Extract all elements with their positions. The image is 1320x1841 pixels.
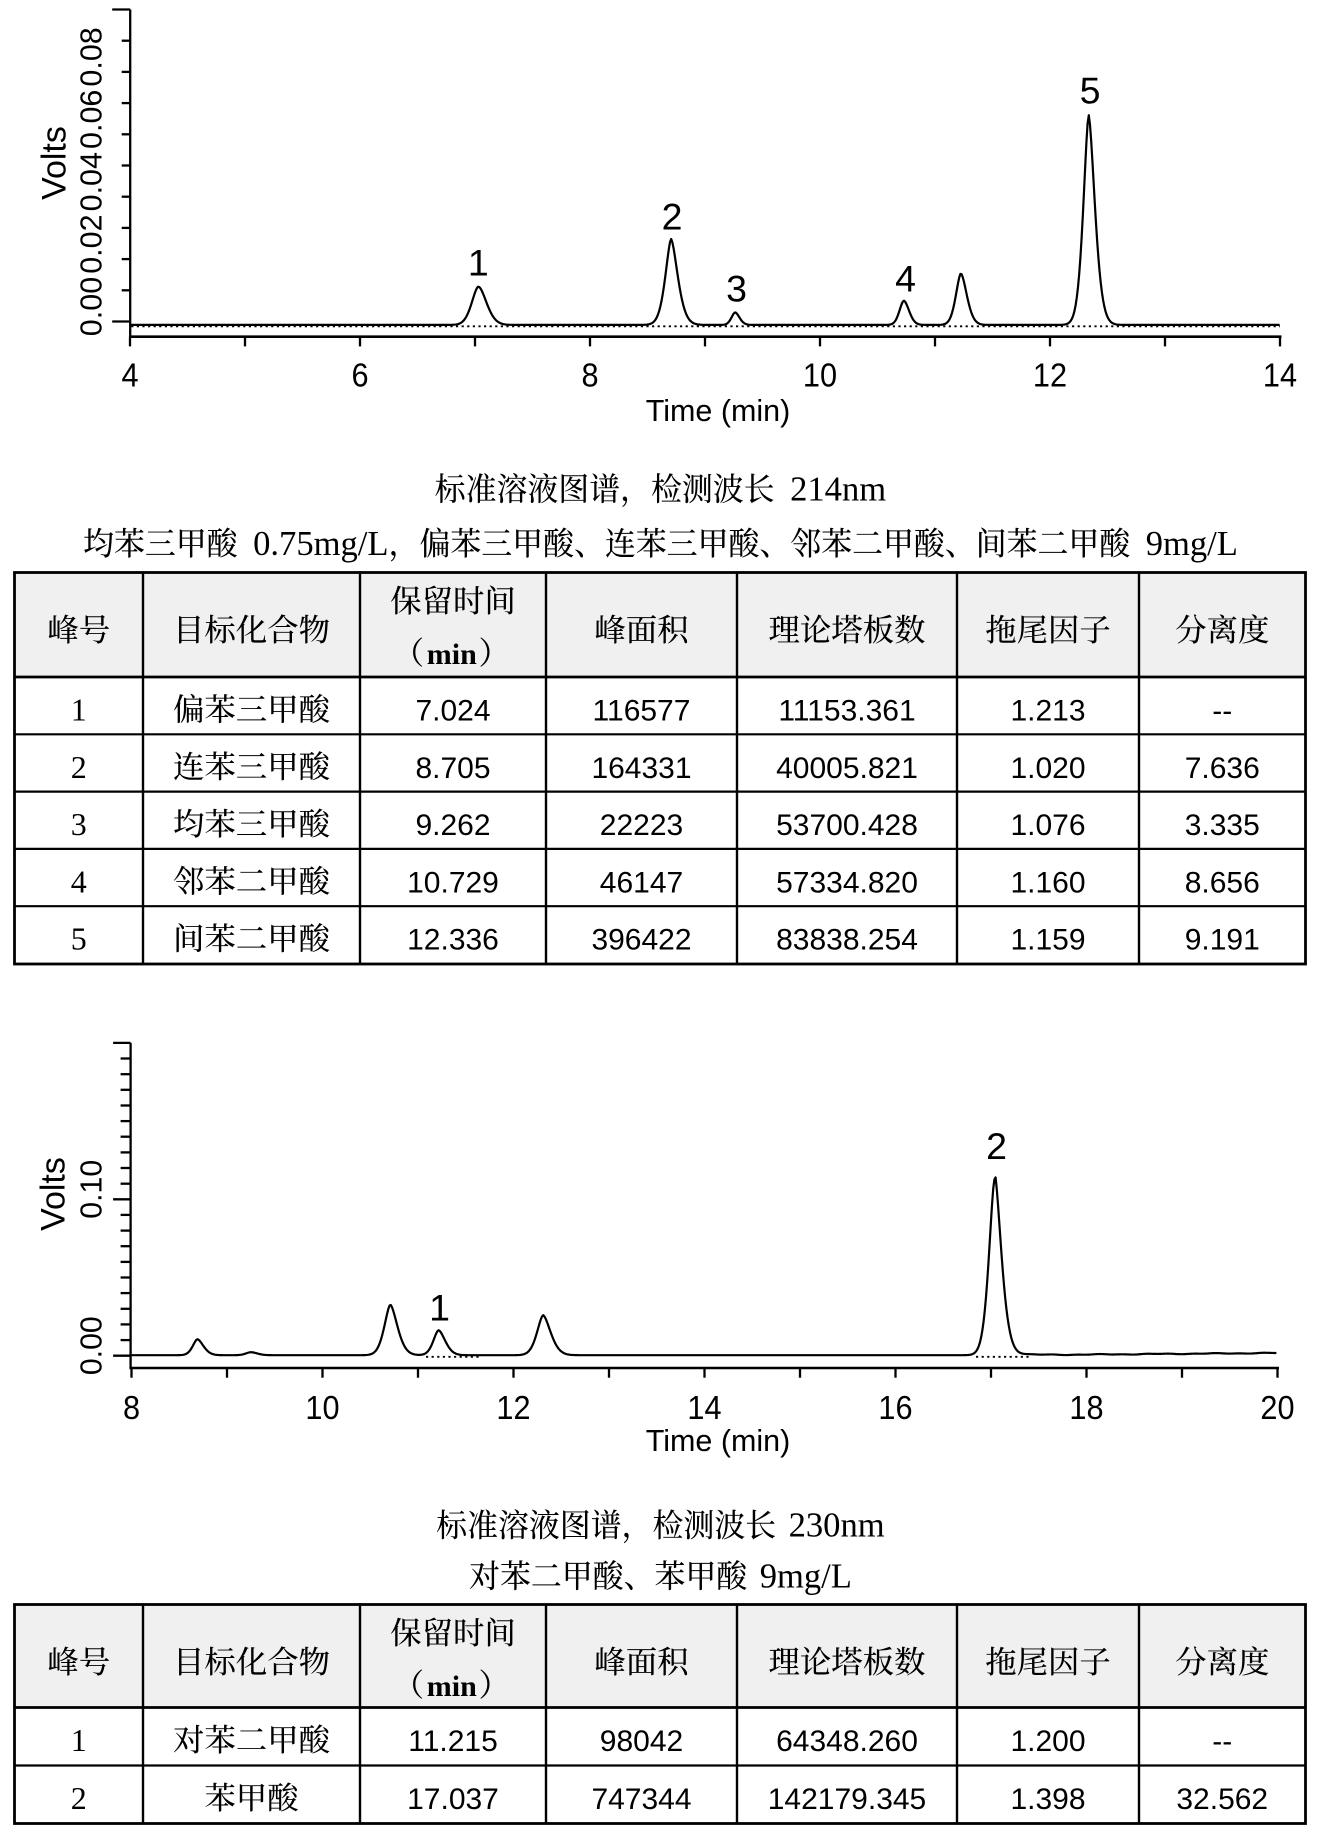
svg-text:164331: 164331 [591,752,691,785]
svg-text:8.705: 8.705 [415,752,490,785]
svg-text:9.191: 9.191 [1185,924,1260,957]
svg-text:1: 1 [468,242,489,284]
svg-text:20: 20 [1260,1389,1294,1426]
svg-text:12: 12 [1033,356,1067,393]
svg-text:2: 2 [986,1125,1007,1167]
svg-text:40005.821: 40005.821 [776,752,918,785]
svg-text:--: -- [1212,695,1232,728]
svg-text:11.215: 11.215 [408,1725,498,1758]
svg-text:1.160: 1.160 [1010,866,1085,899]
svg-text:0.02: 0.02 [75,214,109,273]
svg-text:9mg/L: 9mg/L [760,1558,852,1596]
svg-text:1.076: 1.076 [1010,809,1085,842]
svg-text:3: 3 [71,806,87,842]
svg-text:53700.428: 53700.428 [776,809,918,842]
svg-text:4: 4 [895,258,916,300]
svg-text:2: 2 [71,749,87,785]
svg-text:--: -- [1212,1725,1232,1758]
svg-text:116577: 116577 [593,695,691,728]
svg-text:98042: 98042 [600,1725,683,1758]
svg-text:396422: 396422 [591,924,691,957]
svg-text:4: 4 [71,863,87,899]
svg-text:1.159: 1.159 [1010,924,1085,957]
svg-text:18: 18 [1069,1389,1103,1426]
svg-text:22223: 22223 [600,809,683,842]
svg-text:12: 12 [496,1389,530,1426]
svg-text:0.06: 0.06 [75,90,109,149]
svg-text:142179.345: 142179.345 [768,1783,927,1816]
svg-text:8.656: 8.656 [1185,866,1260,899]
svg-text:64348.260: 64348.260 [776,1725,918,1758]
svg-text:10: 10 [803,356,837,393]
svg-text:3: 3 [726,268,747,310]
svg-text:3.335: 3.335 [1185,809,1260,842]
svg-text:14: 14 [687,1389,721,1426]
svg-text:Time (min): Time (min) [646,1424,791,1458]
svg-text:12.336: 12.336 [407,924,499,957]
svg-text:2: 2 [662,196,683,238]
svg-text:0.75mg/L: 0.75mg/L [253,525,388,563]
svg-text:14: 14 [1263,356,1297,393]
svg-text:11153.361: 11153.361 [778,695,915,728]
svg-text:5: 5 [1080,70,1101,112]
svg-text:min: min [427,1670,477,1703]
svg-text:5: 5 [71,921,87,957]
svg-text:0.10: 0.10 [76,1160,109,1219]
svg-text:Volts: Volts [36,126,74,200]
svg-text:9.262: 9.262 [415,809,490,842]
svg-text:0.00: 0.00 [76,1316,109,1375]
svg-text:Volts: Volts [35,1157,73,1231]
svg-text:57334.820: 57334.820 [776,866,918,899]
svg-text:2: 2 [71,1780,87,1816]
svg-text:9mg/L: 9mg/L [1146,525,1238,563]
svg-text:1.200: 1.200 [1010,1725,1085,1758]
svg-text:17.037: 17.037 [407,1783,499,1816]
svg-text:1: 1 [71,692,87,728]
svg-text:83838.254: 83838.254 [776,924,918,957]
svg-text:32.562: 32.562 [1176,1783,1268,1816]
svg-text:Time (min): Time (min) [646,394,791,428]
svg-text:min: min [427,638,477,671]
svg-text:10.729: 10.729 [407,866,499,899]
svg-text:6: 6 [351,356,368,393]
svg-text:7.024: 7.024 [415,695,490,728]
svg-text:10: 10 [305,1389,339,1426]
svg-text:8: 8 [581,356,598,393]
svg-text:1.213: 1.213 [1010,695,1085,728]
svg-text:0.04: 0.04 [75,152,109,211]
svg-text:0.00: 0.00 [75,277,109,336]
svg-text:46147: 46147 [600,866,683,899]
svg-text:8: 8 [123,1389,140,1426]
svg-text:230nm: 230nm [789,1507,885,1545]
svg-text:214nm: 214nm [790,471,886,509]
svg-text:1: 1 [429,1287,450,1329]
svg-text:16: 16 [878,1389,912,1426]
svg-text:7.636: 7.636 [1185,752,1260,785]
svg-text:1: 1 [71,1722,87,1758]
svg-text:1.398: 1.398 [1010,1783,1085,1816]
svg-text:4: 4 [121,356,138,393]
svg-text:1.020: 1.020 [1010,752,1085,785]
svg-text:747344: 747344 [591,1783,691,1816]
svg-text:0.08: 0.08 [75,27,109,86]
